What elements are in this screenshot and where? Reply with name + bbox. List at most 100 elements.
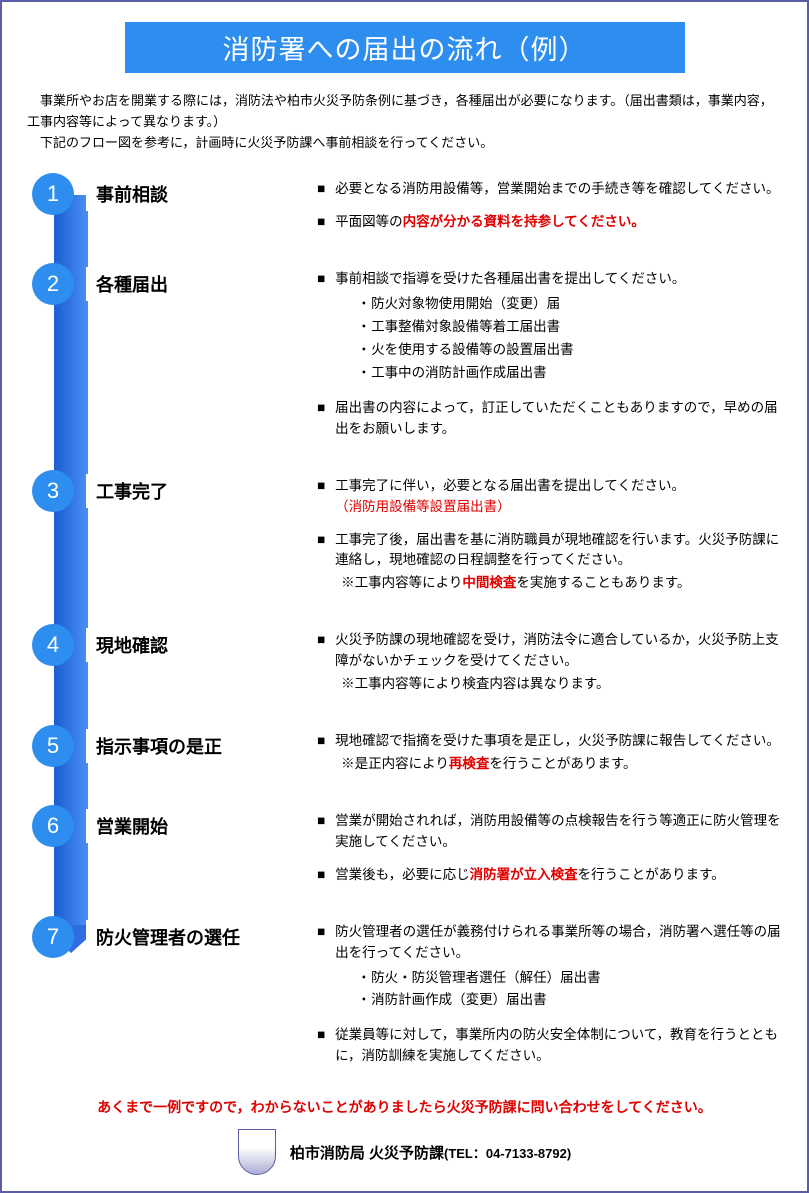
step-body: ■営業が開始されれば，消防用設備等の点検報告を行う等適正に防火管理を実施してくだ… (317, 805, 782, 898)
step-title: 営業開始 (86, 809, 178, 843)
flow-container: 1事前相談■必要となる消防用設備等，営業開始までの手続き等を確認してください。■… (27, 173, 782, 1079)
step-head: 3 工事完了 (32, 470, 317, 512)
page-title-banner: 消防署への届出の流れ（例） (125, 22, 685, 73)
square-bullet-icon: ■ (317, 865, 325, 886)
square-bullet-icon: ■ (317, 212, 325, 233)
step-2: 2 各種届出 ■事前相談で指導を受けた各種届出書を提出してください。防火対象物使用開… (32, 263, 782, 451)
sub-list-item: 火を使用する設備等の設置届出書 (357, 340, 782, 361)
step-number: 7 (32, 916, 74, 958)
emphasis-text: 中間検査 (462, 575, 516, 590)
bullet-item: ■事前相談で指導を受けた各種届出書を提出してください。防火対象物使用開始（変更）… (317, 269, 782, 386)
bullet-text: 従業員等に対して，事業所内の防火安全体制について，教育を行うとともに，消防訓練を… (335, 1025, 782, 1067)
step-5: 5 指示事項の是正 ■現地確認で指摘を受けた事項を是正し，火災予防課に報告してくださ… (32, 725, 782, 787)
footer: 柏市消防局 火災予防課(TEL：04-7133-8792) (27, 1129, 782, 1175)
square-bullet-icon: ■ (317, 630, 325, 695)
bullet-text: 平面図等の内容が分かる資料を持参してください。 (335, 212, 782, 233)
bullet-item: ■ 営業後も，必要に応じ消防署が立入検査を行うことがあります。 (317, 865, 782, 886)
step-body: ■ 必要となる消防用設備等，営業開始までの手続き等を確認してください。 ■ 平面図等の… (317, 173, 782, 245)
emphasis-text: （消防用設備等設置届出書） (335, 499, 511, 514)
sub-list-item: 防火対象物使用開始（変更）届 (357, 294, 782, 315)
bullet-item: ■火災予防課の現地確認を受け，消防法令に適合しているか，火災予防上支障がないかチ… (317, 630, 782, 695)
intro-text: 事業所やお店を開業する際には，消防法や柏市火災予防条例に基づき，各種届出が必要に… (27, 91, 782, 153)
note-line: ※是正内容により再検査を行うことがあります。 (341, 754, 782, 775)
sub-list-item: 防火・防災管理者選任（解任）届出書 (357, 968, 782, 989)
note-line: ※工事内容等により検査内容は異なります。 (341, 674, 782, 695)
step-number: 4 (32, 624, 74, 666)
step-7: 7 防火管理者の選任 ■防火管理者の選任が義務付けられる事業所等の場合，消防署へ選任… (32, 916, 782, 1080)
square-bullet-icon: ■ (317, 1025, 325, 1067)
step-3: 3 工事完了 ■工事完了に伴い，必要となる届出書を提出してください。（消防用設備等設… (32, 470, 782, 607)
step-body: ■火災予防課の現地確認を受け，消防法令に適合しているか，火災予防上支障がないかチ… (317, 624, 782, 707)
intro-line-2: 下記のフロー図を参考に，計画時に火災予防課へ事前相談を行ってください。 (27, 133, 782, 154)
bullet-text: 現地確認で指摘を受けた事項を是正し，火災予防課に報告してください。※是正内容によ… (335, 731, 782, 775)
step-head: 6 営業開始 (32, 805, 317, 847)
bullet-text: 防火管理者の選任が義務付けられる事業所等の場合，消防署へ選任等の届出を行ってくだ… (335, 922, 782, 1014)
bullet-item: ■営業が開始されれば，消防用設備等の点検報告を行う等適正に防火管理を実施してくだ… (317, 811, 782, 853)
square-bullet-icon: ■ (317, 398, 325, 440)
bullet-text: 火災予防課の現地確認を受け，消防法令に適合しているか，火災予防上支障がないかチェ… (335, 630, 782, 695)
step-6: 6営業開始■営業が開始されれば，消防用設備等の点検報告を行う等適正に防火管理を実… (32, 805, 782, 898)
footer-text: 柏市消防局 火災予防課(TEL：04-7133-8792) (290, 1142, 571, 1163)
bullet-text: 工事完了後，届出書を基に消防職員が現地確認を行います。火災予防課に連絡し，現地確… (335, 530, 782, 595)
step-body: ■現地確認で指摘を受けた事項を是正し，火災予防課に報告してください。※是正内容に… (317, 725, 782, 787)
bullet-item: ■届出書の内容によって，訂正していただくこともありますので，早めの届出をお願いし… (317, 398, 782, 440)
step-head: 4 現地確認 (32, 624, 317, 666)
disclaimer-text: あくまで一例ですので，わからないことがありましたら火災予防課に問い合わせをしてく… (27, 1097, 782, 1117)
bullet-item: ■ 必要となる消防用設備等，営業開始までの手続き等を確認してください。 (317, 179, 782, 200)
step-number: 3 (32, 470, 74, 512)
emphasis-text: 消防署が立入検査 (470, 867, 578, 882)
step-body: ■工事完了に伴い，必要となる届出書を提出してください。（消防用設備等設置届出書）… (317, 470, 782, 607)
square-bullet-icon: ■ (317, 476, 325, 518)
square-bullet-icon: ■ (317, 179, 325, 200)
sub-list: 防火対象物使用開始（変更）届工事整備対象設備等着工届出書火を使用する設備等の設置… (335, 294, 782, 384)
step-head: 2 各種届出 (32, 263, 317, 305)
step-head: 7 防火管理者の選任 (32, 916, 317, 958)
intro-line-1: 事業所やお店を開業する際には，消防法や柏市火災予防条例に基づき，各種届出が必要に… (27, 91, 782, 133)
sub-list-item: 工事中の消防計画作成届出書 (357, 363, 782, 384)
step-title: 現地確認 (86, 628, 178, 662)
step-title: 事前相談 (86, 177, 178, 211)
bullet-item: ■現地確認で指摘を受けた事項を是正し，火災予防課に報告してください。※是正内容に… (317, 731, 782, 775)
footer-tel: 04-7133-8792 (486, 1146, 567, 1161)
step-head: 5 指示事項の是正 (32, 725, 317, 767)
step-title: 防火管理者の選任 (86, 920, 250, 954)
bullet-text: 事前相談で指導を受けた各種届出書を提出してください。防火対象物使用開始（変更）届… (335, 269, 782, 386)
square-bullet-icon: ■ (317, 922, 325, 1014)
step-title: 指示事項の是正 (86, 729, 232, 763)
footer-org: 柏市消防局 火災予防課 (290, 1145, 444, 1162)
step-number: 1 (32, 173, 74, 215)
step-title: 工事完了 (86, 474, 178, 508)
step-4: 4 現地確認 ■火災予防課の現地確認を受け，消防法令に適合しているか，火災予防上支障… (32, 624, 782, 707)
step-number: 2 (32, 263, 74, 305)
square-bullet-icon: ■ (317, 530, 325, 595)
bullet-item: ■工事完了に伴い，必要となる届出書を提出してください。（消防用設備等設置届出書） (317, 476, 782, 518)
step-title: 各種届出 (86, 267, 178, 301)
bullet-item: ■従業員等に対して，事業所内の防火安全体制について，教育を行うとともに，消防訓練… (317, 1025, 782, 1067)
step-body: ■防火管理者の選任が義務付けられる事業所等の場合，消防署へ選任等の届出を行ってく… (317, 916, 782, 1080)
bullet-text: 工事完了に伴い，必要となる届出書を提出してください。（消防用設備等設置届出書） (335, 476, 782, 518)
footer-logo (238, 1129, 276, 1175)
bullet-text: 営業が開始されれば，消防用設備等の点検報告を行う等適正に防火管理を実施してくださ… (335, 811, 782, 853)
sub-list: 防火・防災管理者選任（解任）届出書消防計画作成（変更）届出書 (335, 968, 782, 1012)
square-bullet-icon: ■ (317, 811, 325, 853)
sub-list-item: 消防計画作成（変更）届出書 (357, 990, 782, 1011)
step-head: 1 事前相談 (32, 173, 317, 215)
square-bullet-icon: ■ (317, 269, 325, 386)
step-number: 5 (32, 725, 74, 767)
bullet-text: 届出書の内容によって，訂正していただくこともありますので，早めの届出をお願いしま… (335, 398, 782, 440)
square-bullet-icon: ■ (317, 731, 325, 775)
bullet-item: ■防火管理者の選任が義務付けられる事業所等の場合，消防署へ選任等の届出を行ってく… (317, 922, 782, 1014)
bullet-text: 必要となる消防用設備等，営業開始までの手続き等を確認してください。 (335, 179, 782, 200)
emphasis-text: 再検査 (449, 756, 490, 771)
step-1: 1事前相談■必要となる消防用設備等，営業開始までの手続き等を確認してください。■… (32, 173, 782, 245)
sub-list-item: 工事整備対象設備等着工届出書 (357, 317, 782, 338)
bullet-item: ■工事完了後，届出書を基に消防職員が現地確認を行います。火災予防課に連絡し，現地… (317, 530, 782, 595)
step-number: 6 (32, 805, 74, 847)
emphasis-text: 内容が分かる資料を持参してください。 (403, 214, 645, 229)
note-line: ※工事内容等により中間検査を実施することもあります。 (341, 573, 782, 594)
footer-tel-close: ) (567, 1146, 571, 1161)
bullet-text: 営業後も，必要に応じ消防署が立入検査を行うことがあります。 (335, 865, 782, 886)
step-body: ■事前相談で指導を受けた各種届出書を提出してください。防火対象物使用開始（変更）… (317, 263, 782, 451)
bullet-item: ■ 平面図等の内容が分かる資料を持参してください。 (317, 212, 782, 233)
footer-tel-label: (TEL： (444, 1146, 486, 1161)
